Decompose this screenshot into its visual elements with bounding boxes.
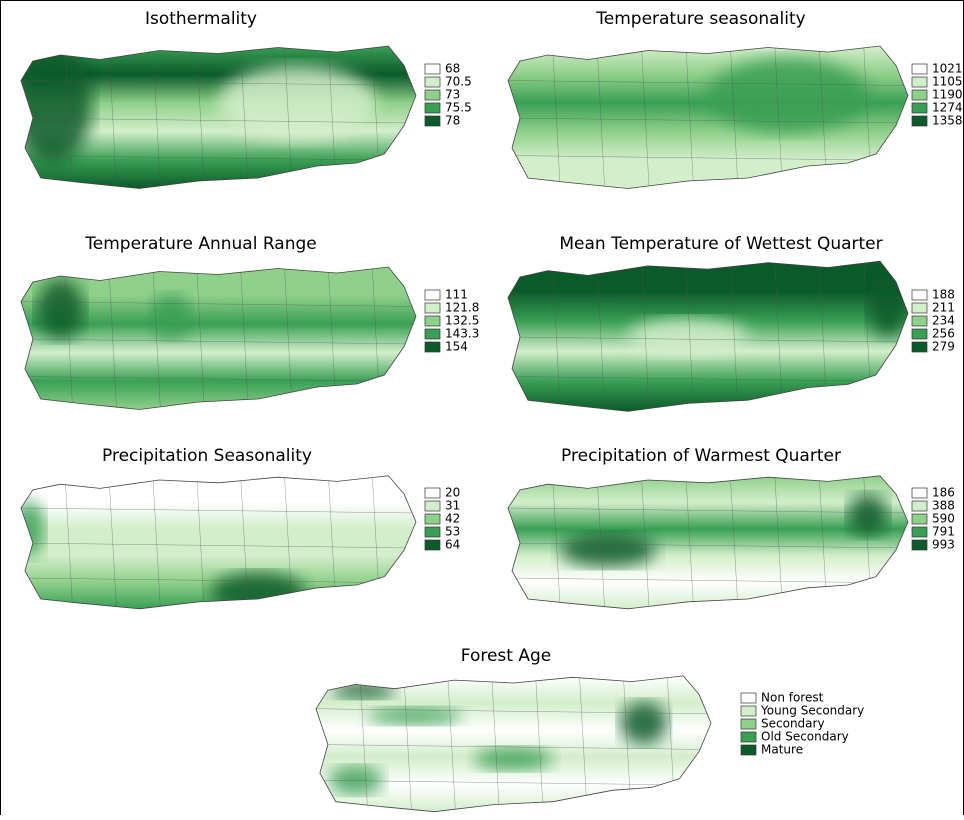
legend-label: Secondary — [761, 717, 825, 731]
legend-swatch — [912, 527, 927, 537]
map-patch — [332, 682, 395, 699]
legend-swatch — [425, 290, 440, 300]
legend-label: 388 — [932, 499, 955, 513]
legend-swatch — [912, 501, 927, 511]
panel-title: Temperature seasonality — [595, 9, 805, 29]
figure: Isothermality 6870.57375.578 Temperature s… — [1, 1, 962, 816]
legend-label: 1358 — [932, 114, 962, 128]
map-panel: Temperature Annual Range 111121.8132.5143… — [21, 234, 479, 414]
legend-swatch — [425, 540, 440, 550]
legend-swatch — [912, 64, 927, 74]
legend-swatch — [912, 103, 927, 113]
legend-swatch — [425, 488, 440, 498]
legend-label: 31 — [445, 499, 460, 513]
legend-swatch — [425, 90, 440, 100]
legend-label: Mature — [761, 743, 803, 757]
map-patch — [13, 501, 45, 557]
legend-label: 186 — [932, 486, 955, 500]
legend-swatch — [425, 501, 440, 511]
legend-label: 143.3 — [445, 327, 479, 341]
legend-swatch — [425, 116, 440, 126]
island-map — [21, 267, 416, 410]
legend-label: 993 — [932, 538, 955, 552]
legend-label: 279 — [932, 340, 955, 354]
map-patch — [868, 274, 908, 337]
legend-swatch — [912, 514, 927, 524]
map-patch — [13, 43, 92, 163]
legend-label: 42 — [445, 512, 460, 526]
map-panel: Precipitation Seasonality 2031425364 — [13, 446, 460, 613]
legend-swatch — [741, 706, 756, 716]
legend-label: 1105 — [932, 75, 962, 89]
map-patch — [151, 294, 191, 339]
panel-title: Isothermality — [145, 9, 257, 29]
legend-label: 78 — [445, 114, 460, 128]
map-patch — [848, 494, 888, 536]
legend-label: 121.8 — [445, 301, 479, 315]
legend-label: 211 — [932, 301, 955, 315]
legend-label: Young Secondary — [760, 704, 864, 718]
legend-swatch — [912, 77, 927, 87]
legend-label: 188 — [932, 288, 955, 302]
legend-label: 75.5 — [445, 101, 472, 115]
legend-label: 132.5 — [445, 314, 479, 328]
legend-label: 154 — [445, 340, 468, 354]
legend-label: 53 — [445, 525, 460, 539]
map-panel: Temperature seasonality 10211105119012741… — [508, 9, 962, 193]
panel-title: Forest Age — [461, 646, 551, 666]
legend-swatch — [912, 316, 927, 326]
legend-swatch — [912, 290, 927, 300]
legend-label: 590 — [932, 512, 955, 526]
legend-swatch — [425, 316, 440, 326]
legend-swatch — [425, 103, 440, 113]
map-patch — [37, 279, 84, 339]
map-patch — [560, 533, 656, 567]
panel-title: Mean Temperature of Wettest Quarter — [559, 234, 882, 254]
panel-title: Precipitation of Warmest Quarter — [561, 446, 841, 466]
legend-swatch — [741, 732, 756, 742]
legend-label: 1274 — [932, 101, 962, 115]
legend-swatch — [425, 527, 440, 537]
legend-label: 1021 — [932, 62, 962, 76]
legend-swatch — [425, 329, 440, 339]
legend-swatch — [425, 514, 440, 524]
legend-swatch — [425, 303, 440, 313]
legend-swatch — [912, 342, 927, 352]
legend-swatch — [912, 329, 927, 339]
legend-label: 1190 — [932, 88, 962, 102]
legend-swatch — [912, 116, 927, 126]
legend-label: 111 — [445, 288, 468, 302]
map-patch — [620, 702, 667, 745]
legend-swatch — [912, 303, 927, 313]
figure-frame: Isothermality 6870.57375.578 Temperature s… — [0, 0, 964, 815]
map-patch — [328, 766, 383, 795]
legend-label: 70.5 — [445, 75, 472, 89]
legend-label: 68 — [445, 62, 460, 76]
legend-label: 20 — [445, 486, 460, 500]
legend-label: 73 — [445, 88, 460, 102]
legend-swatch — [741, 745, 756, 755]
panel-title: Temperature Annual Range — [84, 234, 316, 254]
map-patch — [474, 747, 553, 770]
panel-title: Precipitation Seasonality — [102, 446, 312, 466]
legend-label: Old Secondary — [761, 730, 849, 744]
legend-label: 256 — [932, 327, 955, 341]
legend-swatch — [741, 693, 756, 703]
legend-swatch — [912, 488, 927, 498]
legend-swatch — [425, 77, 440, 87]
legend-label: Non forest — [761, 691, 824, 705]
legend-label: 791 — [932, 525, 955, 539]
legend-swatch — [425, 64, 440, 74]
legend-label: 64 — [445, 538, 460, 552]
legend-swatch — [912, 90, 927, 100]
legend-swatch — [425, 342, 440, 352]
legend-label: 234 — [932, 314, 955, 328]
map-panel: Mean Temperature of Wettest Quarter 18821… — [508, 234, 955, 416]
map-panel: Precipitation of Warmest Quarter 18638859… — [508, 446, 955, 613]
legend-swatch — [912, 540, 927, 550]
legend-swatch — [741, 719, 756, 729]
